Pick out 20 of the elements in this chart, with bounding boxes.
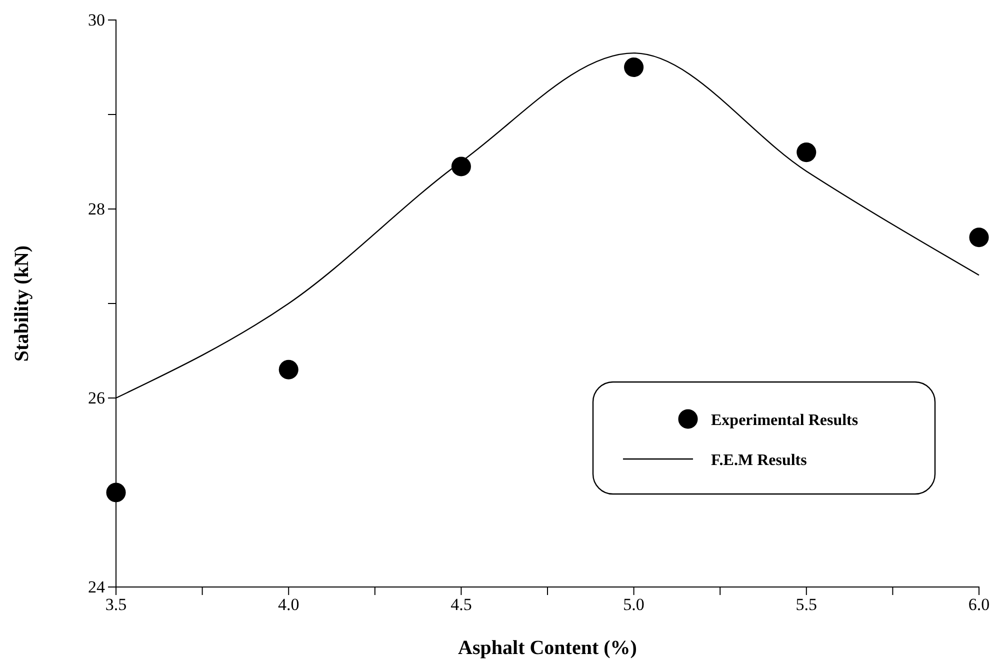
x-tick-label: 5.5 <box>796 595 818 614</box>
y-tick-label: 30 <box>88 10 105 30</box>
x-tick-label: 5.0 <box>623 595 644 614</box>
point <box>969 228 989 248</box>
x-tick-label: 3.5 <box>105 595 127 614</box>
x-tick-label: 6.0 <box>968 595 990 614</box>
point <box>624 57 644 78</box>
x-tick-label: 4.5 <box>450 595 472 614</box>
legend-label: F.E.M Results <box>711 452 807 469</box>
point <box>796 142 816 162</box>
point <box>278 360 298 380</box>
point <box>451 156 471 176</box>
y-tick-label: 26 <box>88 388 105 408</box>
x-axis-title: Asphalt Content (%) <box>458 637 637 659</box>
y-tick-label: 28 <box>88 199 105 218</box>
y-tick-label: 24 <box>88 577 106 596</box>
x-tick-label: 4.0 <box>278 595 300 614</box>
point <box>106 482 126 502</box>
y-axis-title: Stability (kN) <box>11 245 33 362</box>
legend-label: Experimental Results <box>711 412 858 429</box>
